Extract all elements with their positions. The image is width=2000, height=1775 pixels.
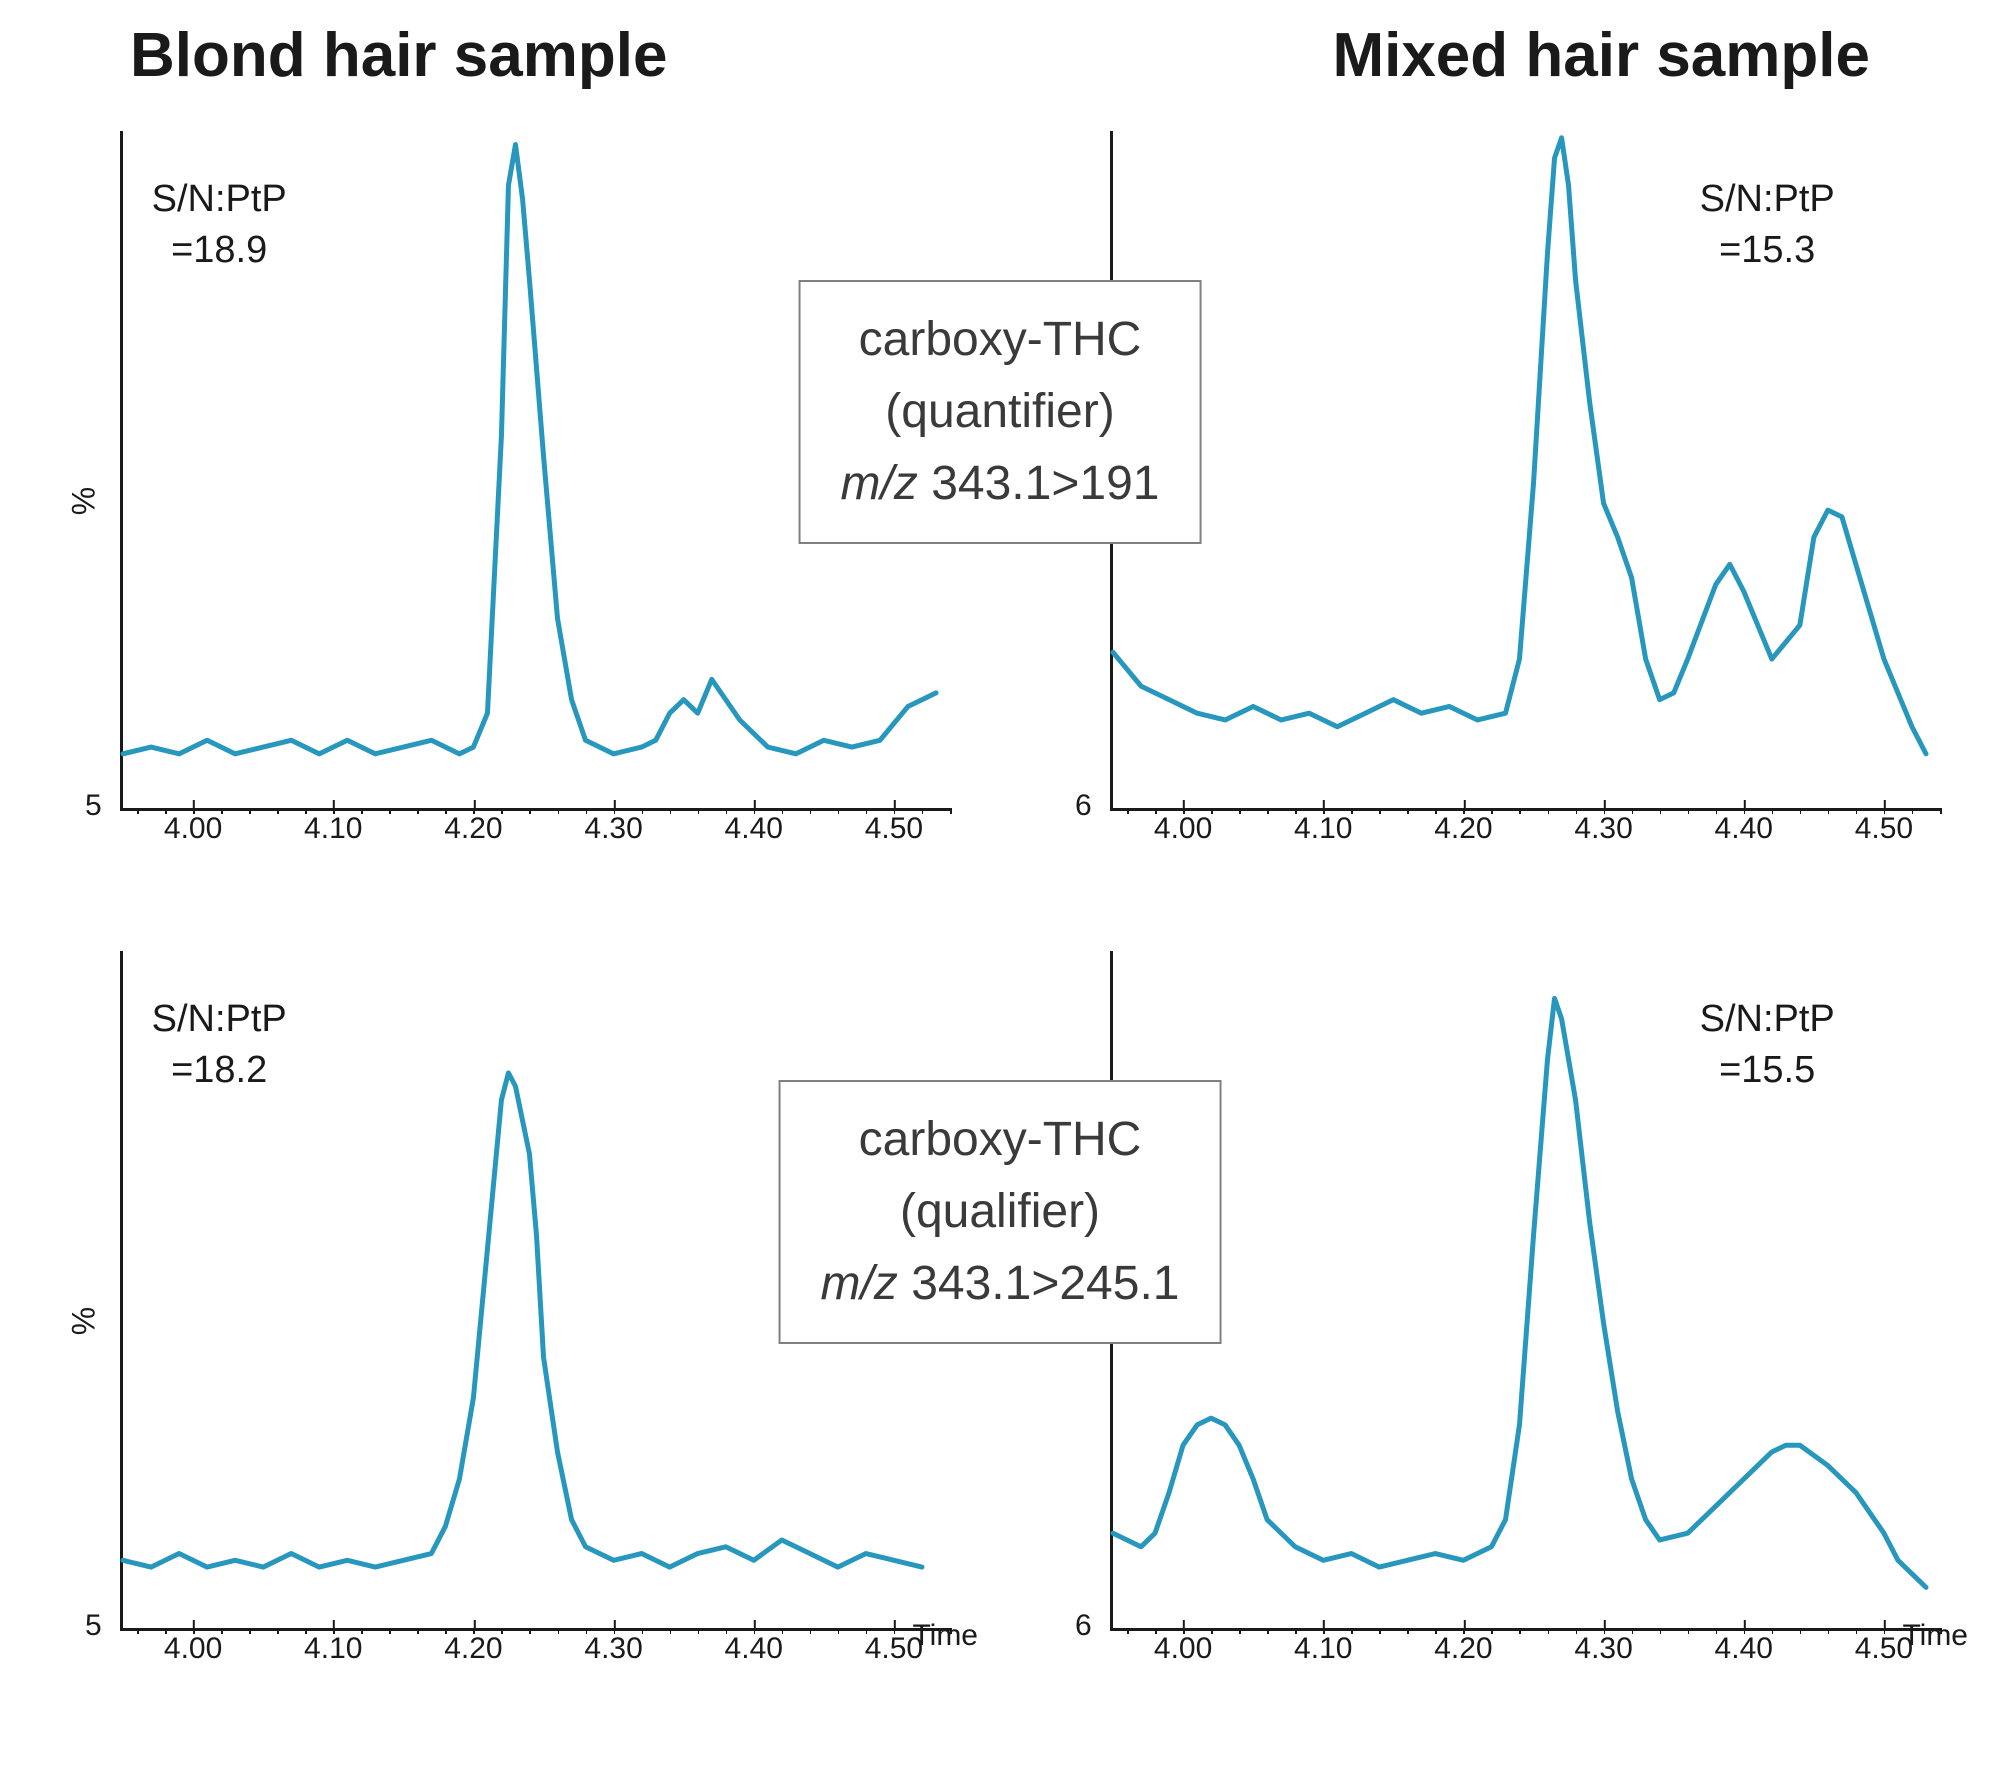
x-tick-label: 4.30 (584, 1632, 642, 1666)
signal-to-noise-label: S/N:PtP=18.9 (152, 174, 287, 277)
title-left: Blond hair sample (130, 20, 667, 91)
x-tick-label: 4.10 (1294, 812, 1352, 846)
annotation-line: m/z 343.1>245.1 (821, 1248, 1180, 1320)
x-tick-label: 4.30 (584, 812, 642, 846)
signal-to-noise-label: S/N:PtP=18.2 (152, 994, 287, 1097)
x-tick-label: 4.50 (1855, 812, 1913, 846)
x-tick-label: 4.20 (1434, 1632, 1492, 1666)
x-tick-label: 4.00 (164, 1632, 222, 1666)
title-right: Mixed hair sample (1332, 20, 1870, 91)
signal-to-noise-label: S/N:PtP=15.3 (1700, 174, 1835, 277)
signal-to-noise-label: S/N:PtP=15.5 (1700, 994, 1835, 1097)
annotation-line: m/z 343.1>191 (841, 448, 1160, 520)
x-tick-label: 4.40 (725, 1632, 783, 1666)
x-tick-label: 4.00 (1154, 1632, 1212, 1666)
y-min-label: 5 (85, 1609, 102, 1643)
y-min-label: 6 (1075, 789, 1092, 823)
x-axis-end-label: Time (912, 1619, 978, 1653)
annotation-line: carboxy-THC (841, 304, 1160, 376)
x-tick-label: 4.00 (1154, 812, 1212, 846)
x-tick-label: 4.30 (1574, 812, 1632, 846)
x-tick-label: 4.10 (304, 1632, 362, 1666)
x-tick-label: 4.20 (1434, 812, 1492, 846)
center-annotation-qualifier: carboxy-THC (qualifier) m/z 343.1>245.1 (779, 1080, 1222, 1344)
x-tick-label: 4.00 (164, 812, 222, 846)
x-tick-label: 4.10 (304, 812, 362, 846)
y-axis-label: % (66, 1307, 103, 1335)
y-min-label: 6 (1075, 1609, 1092, 1643)
x-tick-label: 4.20 (444, 1632, 502, 1666)
x-tick-label: 4.40 (725, 812, 783, 846)
y-min-label: 5 (85, 789, 102, 823)
x-axis-end-label: Time (1902, 1619, 1968, 1653)
annotation-line: (quantifier) (841, 376, 1160, 448)
x-tick-label: 4.30 (1574, 1632, 1632, 1666)
x-tick-label: 4.10 (1294, 1632, 1352, 1666)
center-annotation-quantifier: carboxy-THC (quantifier) m/z 343.1>191 (799, 280, 1202, 544)
annotation-line: carboxy-THC (821, 1104, 1180, 1176)
annotation-line: (qualifier) (821, 1176, 1180, 1248)
x-tick-label: 4.40 (1715, 1632, 1773, 1666)
x-tick-label: 4.50 (865, 812, 923, 846)
y-axis-label: % (66, 487, 103, 515)
x-tick-label: 4.40 (1715, 812, 1773, 846)
x-tick-label: 4.20 (444, 812, 502, 846)
